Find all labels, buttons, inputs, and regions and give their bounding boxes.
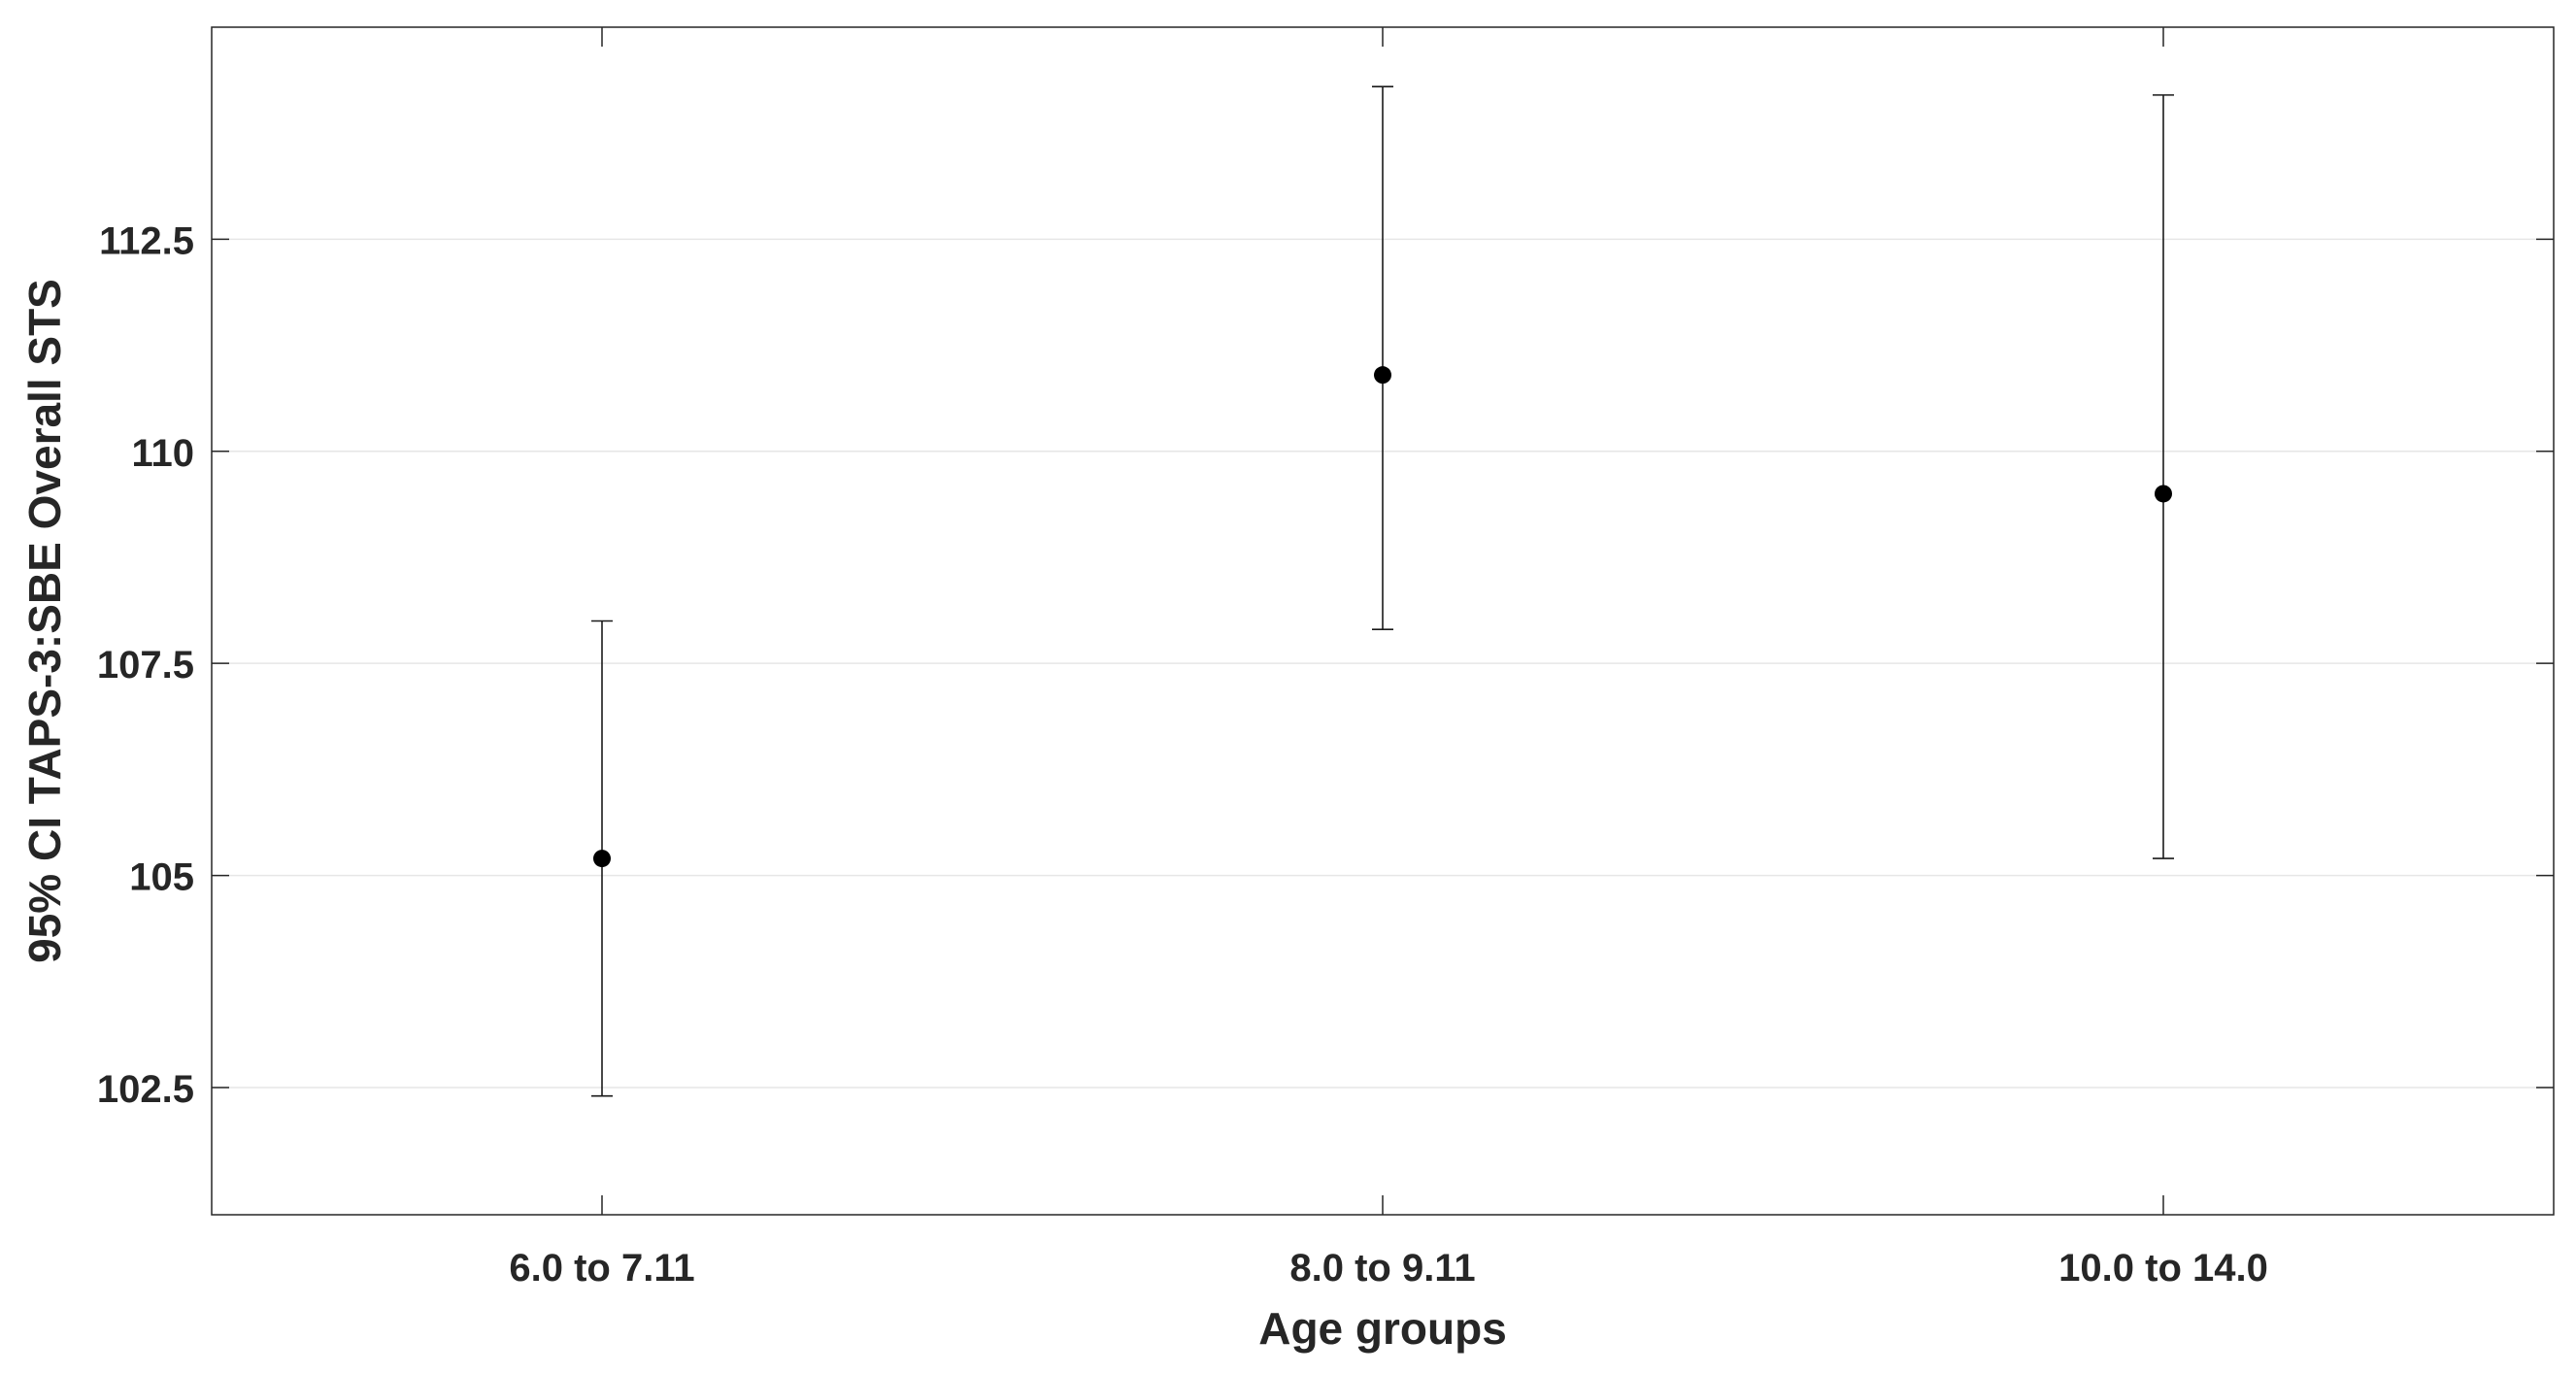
data-points bbox=[593, 366, 2172, 868]
x-tick-label: 10.0 to 14.0 bbox=[2058, 1247, 2268, 1290]
y-tick-labels: 102.5 105 107.5 110 112.5 bbox=[97, 219, 194, 1111]
x-tick-label: 8.0 to 9.11 bbox=[1289, 1247, 1475, 1290]
y-tick-label: 112.5 bbox=[99, 219, 194, 262]
x-tick-label: 6.0 to 7.11 bbox=[509, 1247, 694, 1290]
mean-point bbox=[2155, 485, 2172, 503]
mean-point bbox=[593, 850, 611, 868]
y-axis-label: 95% CI TAPS-3:SBE Overall STS bbox=[19, 279, 70, 963]
x-axis-label: Age groups bbox=[1258, 1303, 1507, 1354]
error-bars bbox=[591, 85, 2174, 1097]
y-tick-label: 105 bbox=[129, 856, 194, 899]
y-tick-label: 107.5 bbox=[97, 644, 194, 687]
mean-point bbox=[1374, 366, 1391, 385]
y-tick-label: 110 bbox=[131, 432, 194, 475]
axis-ticks bbox=[212, 27, 2554, 1215]
x-tick-labels: 6.0 to 7.11 8.0 to 9.11 10.0 to 14.0 bbox=[509, 1247, 2267, 1290]
y-tick-label: 102.5 bbox=[97, 1068, 194, 1111]
